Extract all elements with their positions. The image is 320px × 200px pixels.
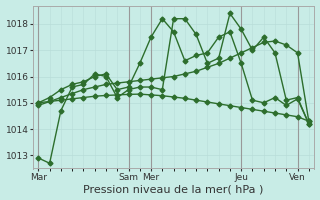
X-axis label: Pression niveau de la mer( hPa ): Pression niveau de la mer( hPa ) <box>84 184 264 194</box>
